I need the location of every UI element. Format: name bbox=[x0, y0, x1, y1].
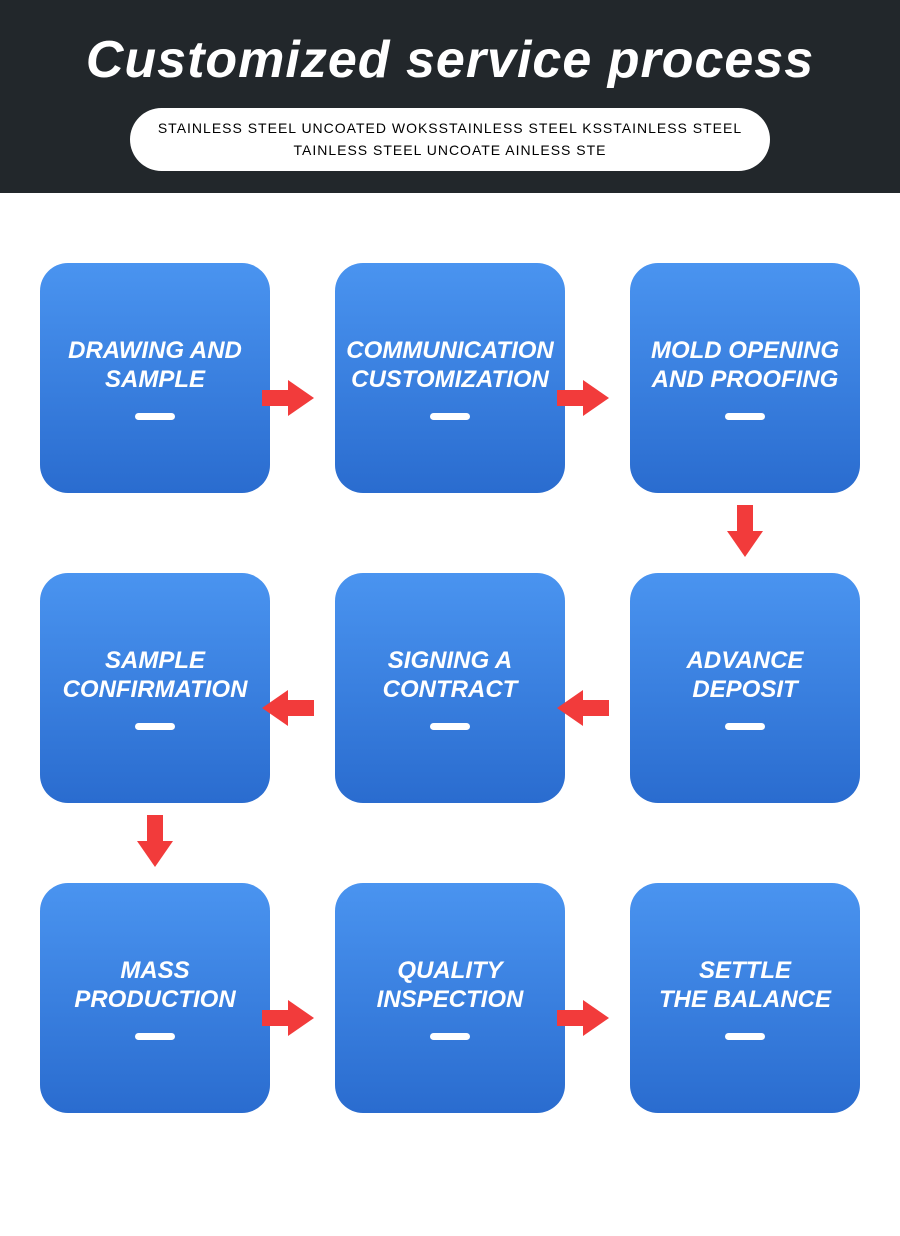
flow-node-label: QUALITY INSPECTION bbox=[377, 957, 524, 1015]
flow-node-label: SETTLE THE BALANCE bbox=[659, 957, 831, 1015]
flow-node-label: SAMPLE CONFIRMATION bbox=[63, 647, 248, 705]
flow-node-n6: ADVANCE DEPOSIT bbox=[630, 573, 860, 803]
flow-node-label: MASS PRODUCTION bbox=[74, 957, 235, 1015]
subtitle-pill: STAINLESS STEEL UNCOATED WOKSSTAINLESS S… bbox=[130, 108, 770, 171]
divider-icon bbox=[725, 413, 765, 420]
header: Customized service process STAINLESS STE… bbox=[0, 0, 900, 193]
divider-icon bbox=[430, 723, 470, 730]
arrow-right-icon bbox=[557, 998, 609, 1038]
flow-node-label: COMMUNICATION CUSTOMIZATION bbox=[346, 337, 554, 395]
divider-icon bbox=[135, 1033, 175, 1040]
arrow-left-icon bbox=[262, 688, 314, 728]
flow-node-label: ADVANCE DEPOSIT bbox=[687, 647, 804, 705]
arrow-down-icon bbox=[725, 505, 765, 557]
page-title: Customized service process bbox=[86, 30, 814, 90]
arrow-right-icon bbox=[262, 998, 314, 1038]
divider-icon bbox=[725, 723, 765, 730]
divider-icon bbox=[135, 723, 175, 730]
divider-icon bbox=[725, 1033, 765, 1040]
subtitle-line-2: TAINLESS STEEL UNCOATE AINLESS STE bbox=[158, 140, 742, 162]
flow-node-n9: SETTLE THE BALANCE bbox=[630, 883, 860, 1113]
divider-icon bbox=[430, 413, 470, 420]
flow-node-label: DRAWING AND SAMPLE bbox=[68, 337, 242, 395]
flow-node-n2: COMMUNICATION CUSTOMIZATION bbox=[335, 263, 565, 493]
arrow-left-icon bbox=[557, 688, 609, 728]
flowchart: DRAWING AND SAMPLE COMMUNICATION CUSTOMIZ… bbox=[0, 193, 900, 1213]
flow-node-n1: DRAWING AND SAMPLE bbox=[40, 263, 270, 493]
divider-icon bbox=[430, 1033, 470, 1040]
subtitle-line-1: STAINLESS STEEL UNCOATED WOKSSTAINLESS S… bbox=[158, 118, 742, 140]
flow-node-n7: MASS PRODUCTION bbox=[40, 883, 270, 1113]
arrow-down-icon bbox=[135, 815, 175, 867]
flow-node-label: MOLD OPENING AND PROOFING bbox=[651, 337, 839, 395]
flow-node-label: SIGNING A CONTRACT bbox=[383, 647, 518, 705]
divider-icon bbox=[135, 413, 175, 420]
arrow-right-icon bbox=[262, 378, 314, 418]
flow-node-n3: MOLD OPENING AND PROOFING bbox=[630, 263, 860, 493]
flow-node-n8: QUALITY INSPECTION bbox=[335, 883, 565, 1113]
flow-node-n5: SIGNING A CONTRACT bbox=[335, 573, 565, 803]
flow-node-n4: SAMPLE CONFIRMATION bbox=[40, 573, 270, 803]
arrow-right-icon bbox=[557, 378, 609, 418]
